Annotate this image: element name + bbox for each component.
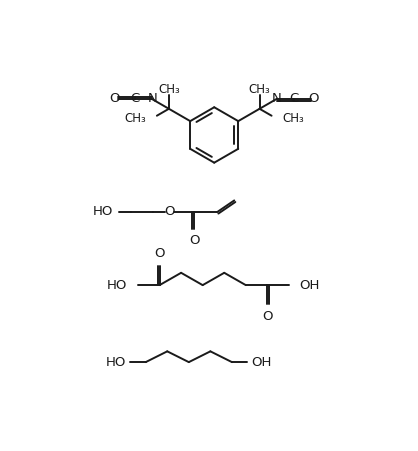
Text: O: O <box>154 248 165 261</box>
Text: O: O <box>189 235 199 247</box>
Text: C: C <box>130 92 139 105</box>
Text: CH₃: CH₃ <box>158 83 180 96</box>
Text: CH₃: CH₃ <box>282 111 304 124</box>
Text: CH₃: CH₃ <box>249 83 270 96</box>
Text: CH₃: CH₃ <box>124 111 146 124</box>
Text: C: C <box>289 92 298 105</box>
Text: O: O <box>262 310 273 323</box>
Text: O: O <box>164 206 175 218</box>
Text: OH: OH <box>300 279 320 292</box>
Text: N: N <box>271 92 281 105</box>
Text: HO: HO <box>93 206 113 218</box>
Text: O: O <box>308 92 319 105</box>
Text: HO: HO <box>107 279 127 292</box>
Text: OH: OH <box>251 356 272 368</box>
Text: HO: HO <box>106 356 126 368</box>
Text: N: N <box>148 92 157 105</box>
Text: O: O <box>110 92 120 105</box>
